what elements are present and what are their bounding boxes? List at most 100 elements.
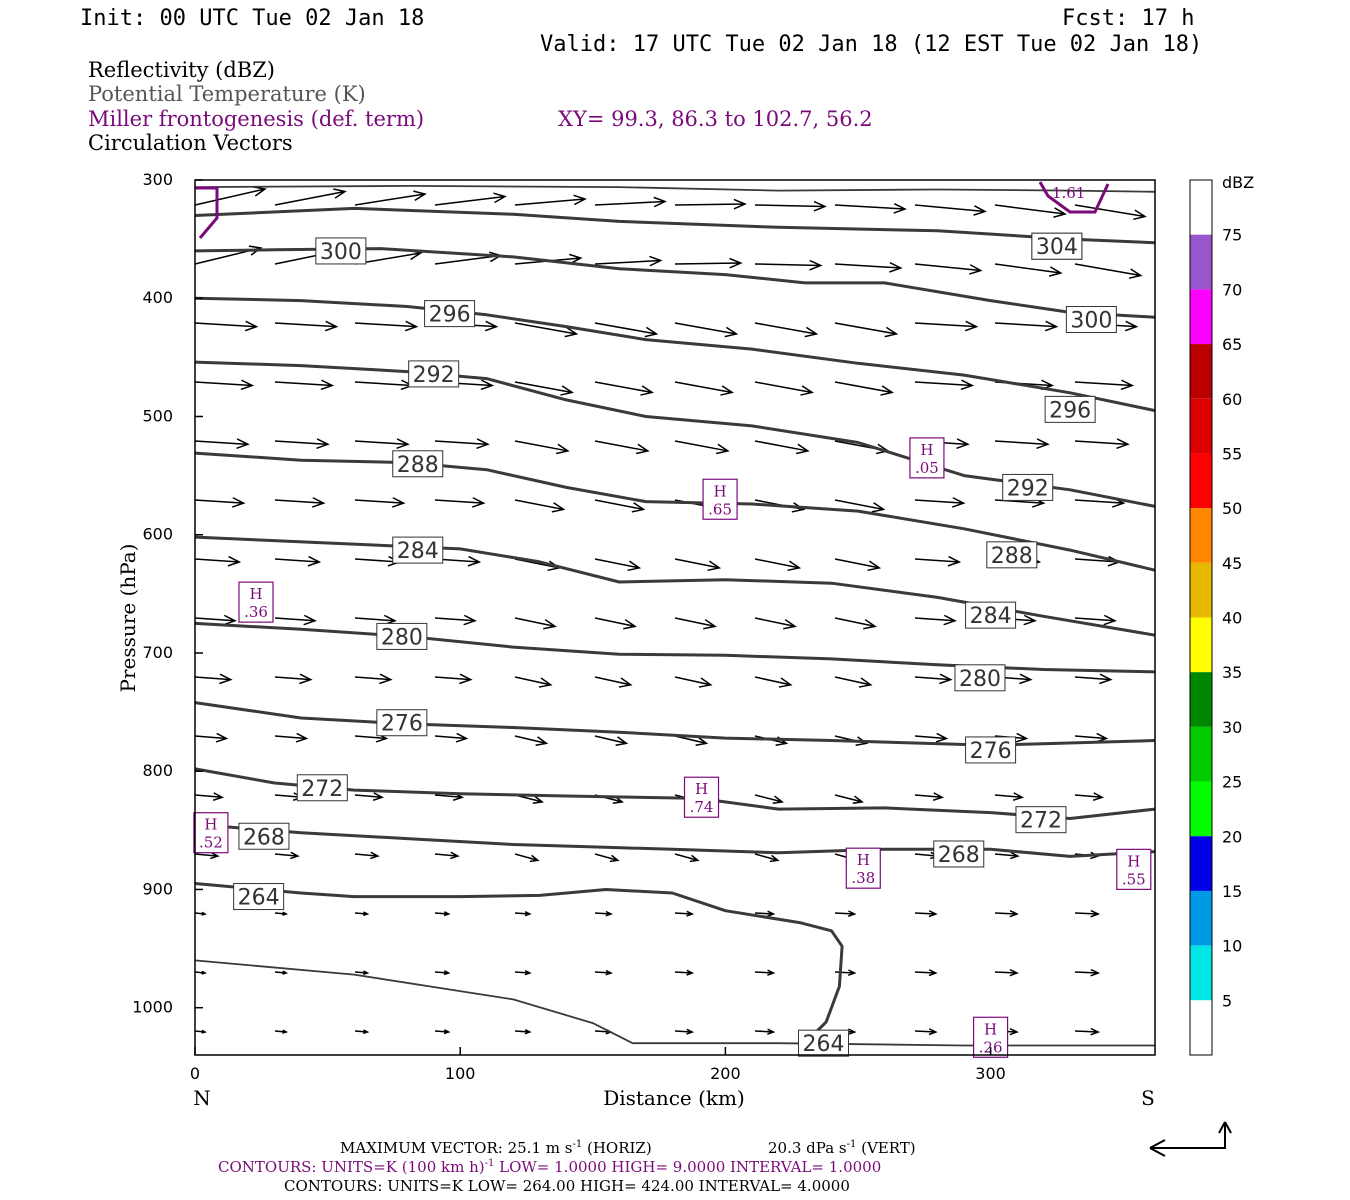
circulation-vector (834, 558, 882, 572)
y-tick-label: 800 (142, 761, 173, 780)
circulation-vector (1074, 614, 1117, 626)
circulation-vector (914, 555, 962, 567)
circulation-vector (754, 617, 797, 630)
circulation-vector (594, 558, 642, 572)
colorbar-unit: dBZ (1222, 173, 1254, 192)
circulation-vector (674, 969, 695, 976)
circulation-vector (834, 617, 877, 630)
circulation-vector (754, 1028, 776, 1035)
theta-label-276: 276 (376, 709, 428, 737)
circulation-vector (434, 192, 507, 206)
legend-frontogenesis: Miller frontogenesis (def. term) (88, 107, 424, 131)
circulation-vector (914, 320, 979, 332)
svg-text:H: H (1127, 852, 1140, 870)
circulation-vector (194, 1029, 207, 1034)
circulation-vector (194, 438, 250, 449)
init-time: Init: 00 UTC Tue 02 Jan 18 (80, 6, 424, 31)
circulation-vector (274, 732, 309, 743)
circulation-vector (514, 910, 532, 917)
colorbar-frame (1189, 179, 1213, 1056)
circulation-vector (194, 673, 233, 685)
circulation-vector (434, 497, 486, 508)
circulation-vector (754, 440, 810, 455)
legend-theta: Potential Temperature (K) (88, 82, 366, 106)
circulation-vector (194, 320, 259, 332)
svg-text:300: 300 (1070, 309, 1112, 334)
svg-text:292: 292 (1007, 476, 1049, 501)
plot-frame (194, 179, 1156, 1056)
circulation-vector (994, 851, 1020, 860)
colorbar-swatch (1190, 781, 1212, 837)
y-tick-label: 700 (142, 643, 173, 662)
forecast-hour: Fcst: 17 h (1062, 6, 1194, 31)
svg-text:.74: .74 (690, 798, 714, 816)
circulation-vector (274, 1029, 289, 1034)
theta-contour-264 (194, 882, 844, 1045)
circulation-vector (354, 190, 427, 206)
circulation-vector (274, 851, 300, 860)
colorbar-label: 15 (1222, 882, 1242, 901)
circulation-vector (994, 969, 1019, 977)
circulation-vector (354, 438, 410, 449)
circulation-vector (594, 735, 629, 746)
theta-label-288: 288 (392, 450, 444, 478)
colorbar-swatch (1190, 945, 1212, 1001)
y-axis-label: Pressure (hPa) (116, 544, 140, 693)
x-tick-label: 0 (190, 1064, 200, 1083)
svg-text:304: 304 (1036, 235, 1078, 260)
svg-text:280: 280 (381, 625, 423, 650)
circulation-vector (354, 792, 385, 801)
theta-label-264: 264 (233, 883, 285, 911)
circulation-vector (594, 617, 637, 630)
circulation-vector (1074, 968, 1101, 977)
svg-text:288: 288 (397, 453, 439, 478)
circulation-vector (754, 558, 802, 572)
circulation-vector (754, 853, 780, 863)
colorbar-swatch (1190, 289, 1212, 345)
circulation-vector (914, 673, 953, 685)
circulation-vector (834, 794, 865, 805)
colorbar-swatch (1190, 508, 1212, 563)
circulation-vector (754, 969, 776, 976)
circulation-vector (754, 794, 785, 805)
frontogenesis-marks: 1.61 (195, 181, 1110, 239)
circulation-vector (274, 438, 330, 449)
circulation-vector (514, 194, 587, 206)
circulation-vector (194, 970, 207, 975)
circulation-vector (1074, 379, 1135, 391)
circulation-vector (194, 792, 225, 801)
svg-text:264: 264 (238, 886, 280, 911)
circulation-vector (274, 673, 313, 685)
circulation-vector (274, 614, 317, 626)
x-tick-label: 300 (975, 1064, 1006, 1083)
colorbar-label: 75 (1222, 226, 1242, 245)
svg-text:284: 284 (397, 539, 439, 564)
circulation-vector (274, 188, 347, 206)
circulation-vector (594, 322, 659, 338)
circulation-vector (354, 851, 380, 860)
colorbar-swatch (1190, 234, 1212, 290)
theta-label-284: 284 (392, 536, 444, 564)
theta-contour-288 (194, 451, 1156, 572)
svg-text:296: 296 (1049, 398, 1091, 423)
frontogenesis-max: H.05 (909, 437, 945, 479)
svg-text:.05: .05 (915, 459, 939, 477)
frontogenesis-max: H.65 (702, 478, 738, 520)
circulation-vector (914, 379, 975, 391)
y-tick-label: 1000 (132, 998, 173, 1017)
circulation-vector (274, 497, 326, 508)
circulation-vector (194, 497, 246, 508)
theta-label-276: 276 (965, 736, 1017, 764)
theta-label-284: 284 (965, 601, 1017, 629)
circulation-vector (354, 673, 393, 685)
colorbar-swatch (1190, 1000, 1212, 1055)
colorbar-swatch (1190, 453, 1212, 509)
svg-text:.36: .36 (244, 603, 268, 621)
circulation-vector (514, 1029, 532, 1035)
footer-contours-fronto: CONTOURS: UNITS=K (100 km h)-1 LOW= 1.00… (218, 1158, 881, 1176)
colorbar-swatch (1190, 562, 1212, 618)
svg-text:H: H (920, 441, 933, 459)
colorbar-label: 55 (1222, 444, 1242, 463)
circulation-vector (754, 322, 819, 338)
circulation-vector (834, 381, 895, 396)
